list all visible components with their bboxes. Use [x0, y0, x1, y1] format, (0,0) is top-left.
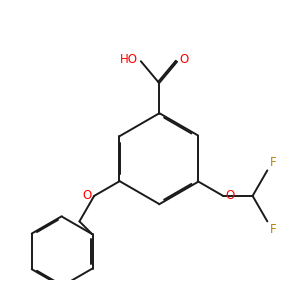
Text: F: F — [270, 223, 276, 236]
Text: O: O — [225, 189, 235, 203]
Text: F: F — [270, 156, 276, 169]
Text: O: O — [83, 189, 92, 203]
Text: HO: HO — [120, 53, 138, 66]
Text: O: O — [179, 53, 188, 66]
